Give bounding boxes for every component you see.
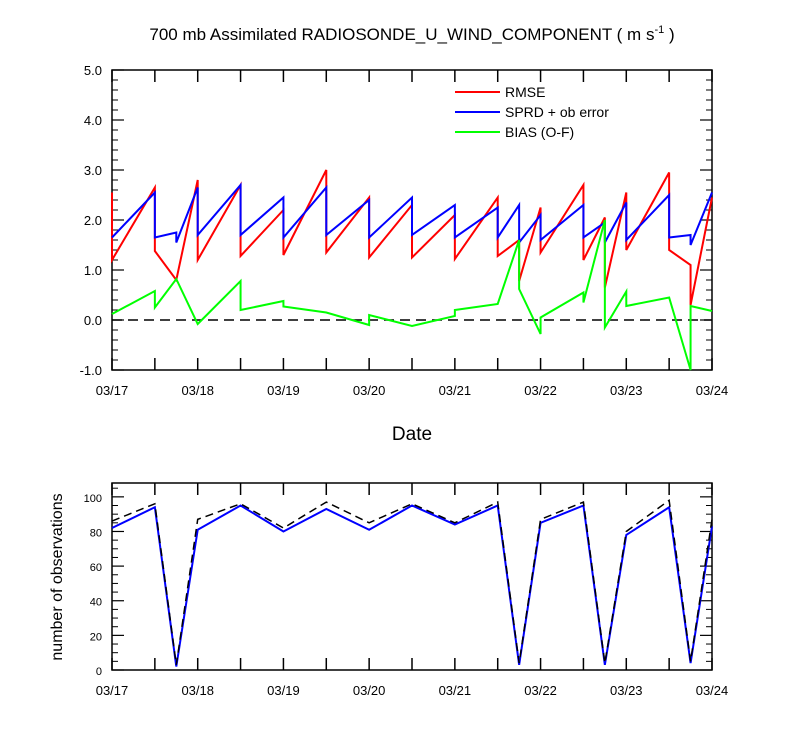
chart-title: 700 mb Assimilated RADIOSONDE_U_WIND_COM… — [149, 24, 674, 44]
bottom-x-tick-label: 03/18 — [181, 683, 214, 698]
bottom-series-line-assimilated — [111, 504, 713, 667]
top-x-tick-label: 03/19 — [267, 383, 300, 398]
legend-label-sprd: SPRD + ob error — [505, 104, 609, 120]
top-x-tick-label: 03/21 — [439, 383, 472, 398]
top-x-tick-label: 03/20 — [353, 383, 386, 398]
bottom-y-axis-label: number of observations — [49, 493, 66, 660]
bottom-x-tick-label: 03/23 — [610, 683, 643, 698]
top-y-tick-label: 4.0 — [84, 113, 102, 128]
bottom-y-tick-label: 100 — [84, 493, 102, 505]
top-y-tick-label: -1.0 — [80, 363, 102, 378]
top-series-line-sprd-ob-error — [111, 182, 713, 246]
bottom-plot-frame — [111, 482, 713, 671]
top-series-line-rmse — [111, 169, 713, 306]
bottom-y-tick-label: 60 — [90, 562, 102, 574]
top-axes: 03/17 03/18 03/19 03/20 03/21 03/22 03/23 03/24… — [80, 63, 729, 398]
top-y-tick-label: 5.0 — [84, 63, 102, 78]
bottom-series-group — [111, 498, 713, 667]
top-x-tick-label: 03/24 — [696, 383, 729, 398]
top-y-tick-label: 0.0 — [84, 313, 102, 328]
bottom-x-tick-label: 03/19 — [267, 683, 300, 698]
bottom-y-tick-label: 80 — [90, 527, 102, 539]
legend-label-bias: BIAS (O-F) — [505, 124, 574, 140]
bottom-x-tick-label: 03/21 — [439, 683, 472, 698]
top-x-tick-label: 03/18 — [181, 383, 214, 398]
bottom-x-tick-label: 03/20 — [353, 683, 386, 698]
legend-label-rmse: RMSE — [505, 84, 545, 100]
top-x-tick-label: 03/23 — [610, 383, 643, 398]
bottom-series-line-total — [111, 498, 713, 665]
bottom-x-tick-label: 03/24 — [696, 683, 729, 698]
bottom-y-tick-label: 20 — [90, 631, 102, 643]
legend: RMSE SPRD + ob error BIAS (O-F) — [455, 84, 609, 140]
bottom-y-tick-label: 40 — [90, 597, 102, 609]
bottom-axes: 03/17 03/18 03/19 03/20 03/21 03/22 03/23 03/24… — [84, 483, 729, 698]
top-y-tick-label: 2.0 — [84, 213, 102, 228]
top-series-line-bias-o-f — [111, 219, 713, 371]
top-y-tick-label: 3.0 — [84, 163, 102, 178]
top-x-tick-label: 03/22 — [524, 383, 557, 398]
bottom-y-tick-label: 0 — [96, 666, 102, 678]
bottom-x-tick-label: 03/22 — [524, 683, 557, 698]
top-series-group — [111, 169, 713, 371]
bottom-x-tick-label: 03/17 — [96, 683, 129, 698]
top-y-tick-label: 1.0 — [84, 263, 102, 278]
x-axis-label: Date — [392, 424, 432, 445]
top-x-tick-label: 03/17 — [96, 383, 129, 398]
